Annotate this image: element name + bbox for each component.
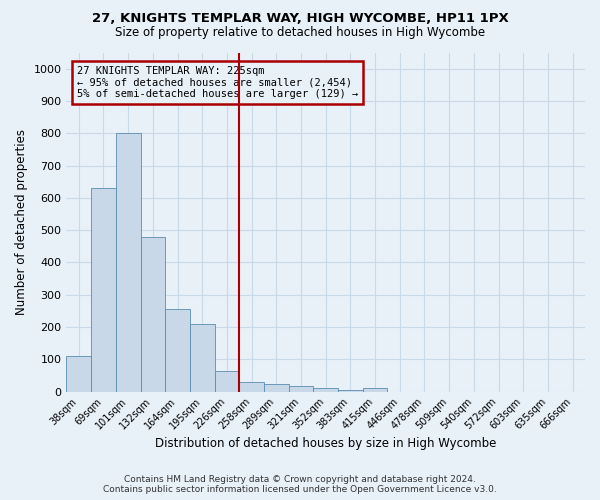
Bar — [190, 324, 215, 392]
Text: 27 KNIGHTS TEMPLAR WAY: 225sqm
← 95% of detached houses are smaller (2,454)
5% o: 27 KNIGHTS TEMPLAR WAY: 225sqm ← 95% of … — [77, 66, 358, 100]
Bar — [363, 388, 388, 392]
Text: Contains HM Land Registry data © Crown copyright and database right 2024.
Contai: Contains HM Land Registry data © Crown c… — [103, 474, 497, 494]
Bar — [313, 388, 338, 392]
Bar — [289, 386, 313, 392]
Bar — [67, 356, 91, 392]
Y-axis label: Number of detached properties: Number of detached properties — [15, 129, 28, 315]
Bar — [140, 236, 165, 392]
Bar — [215, 370, 239, 392]
Bar — [264, 384, 289, 392]
Text: Size of property relative to detached houses in High Wycombe: Size of property relative to detached ho… — [115, 26, 485, 39]
X-axis label: Distribution of detached houses by size in High Wycombe: Distribution of detached houses by size … — [155, 437, 496, 450]
Text: 27, KNIGHTS TEMPLAR WAY, HIGH WYCOMBE, HP11 1PX: 27, KNIGHTS TEMPLAR WAY, HIGH WYCOMBE, H… — [92, 12, 508, 26]
Bar — [91, 188, 116, 392]
Bar — [338, 390, 363, 392]
Bar — [239, 382, 264, 392]
Bar — [165, 309, 190, 392]
Bar — [116, 133, 140, 392]
